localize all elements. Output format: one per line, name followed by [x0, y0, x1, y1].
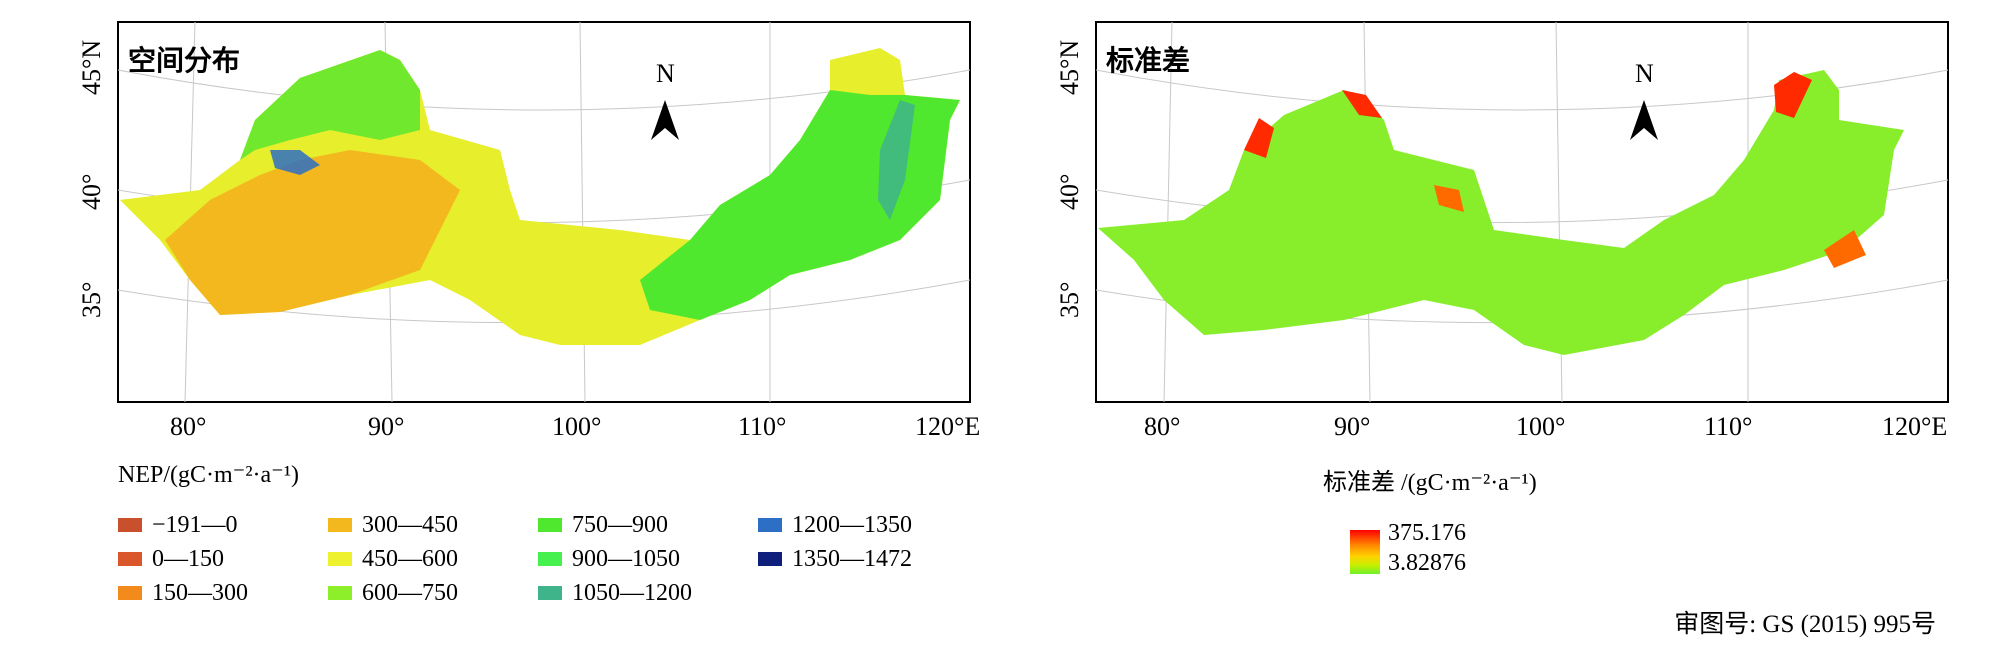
lat-label: 35°: [1055, 282, 1084, 318]
legend-item: 600—750: [328, 578, 458, 608]
legend-item: 750—900: [538, 510, 668, 540]
panel-title: 空间分布: [128, 44, 240, 77]
legend-label: 300—450: [362, 511, 458, 538]
legend-swatch: [118, 518, 142, 532]
legend-item: 1200—1350: [758, 510, 912, 540]
svg-text:N: N: [1635, 59, 1654, 88]
lon-label: 100°: [1516, 412, 1565, 440]
legend-label: 150—300: [152, 579, 248, 606]
hotspot-mid: [1434, 185, 1464, 212]
sd-map-panel: 标准差 N 45°N 40° 35° 80° 90° 100° 110° 120…: [1055, 21, 1949, 440]
map-approval-number: 审图号: GS (2015) 995号: [1674, 611, 1936, 638]
lon-label: 120°E: [915, 412, 980, 440]
lon-label: 90°: [1334, 412, 1370, 440]
lat-label: 40°: [77, 174, 106, 210]
legend-item: 1050—1200: [538, 578, 692, 608]
legend-swatch: [538, 518, 562, 532]
lon-label: 100°: [552, 412, 601, 440]
legend-label: 1350—1472: [792, 545, 912, 572]
sd-ramp-bar: [1350, 530, 1380, 574]
nep-legend: −191—0 0—150 150—300 300—450 450—600 600—750 7…: [118, 510, 1018, 620]
legend-swatch: [758, 518, 782, 532]
legend-swatch: [328, 552, 352, 566]
lon-label: 80°: [1144, 412, 1180, 440]
north-arrow: N: [651, 59, 679, 140]
legend-label: 750—900: [572, 511, 668, 538]
region-green-east: [640, 90, 960, 320]
legend-label: −191—0: [152, 511, 238, 538]
lat-label: 45°N: [1055, 40, 1084, 95]
lat-label: 40°: [1055, 174, 1084, 210]
legend-swatch: [328, 518, 352, 532]
legend-item: −191—0: [118, 510, 238, 540]
legend-item: 450—600: [328, 544, 458, 574]
region-orange: [165, 150, 460, 315]
legend-item: 0—150: [118, 544, 224, 574]
study-region-sd: [1098, 70, 1904, 355]
legend-label: 1050—1200: [572, 579, 692, 606]
svg-text:N: N: [656, 59, 675, 88]
legend-label: 1200—1350: [792, 511, 912, 538]
legend-swatch: [118, 586, 142, 600]
legend-swatch: [538, 586, 562, 600]
region-blue-east: [878, 100, 915, 220]
sd-ramp-max: 375.176: [1388, 520, 1466, 546]
legend-label: 900—1050: [572, 545, 680, 572]
hotspot-n: [1342, 90, 1382, 118]
lat-label: 35°: [77, 282, 106, 318]
legend-swatch: [538, 552, 562, 566]
hotspot-ne: [1774, 72, 1812, 118]
lon-label: 80°: [170, 412, 206, 440]
legend-label: 0—150: [152, 545, 224, 572]
lat-label: 45°N: [77, 40, 106, 95]
legend-item: 900—1050: [538, 544, 680, 574]
lon-label: 110°: [738, 412, 786, 440]
sd-legend-title: 标准差 /(gC·m⁻²·a⁻¹): [1323, 470, 1537, 496]
sd-ramp-min: 3.82876: [1388, 550, 1466, 576]
panel-title: 标准差: [1106, 44, 1190, 77]
legend-item: 150—300: [118, 578, 248, 608]
legend-label: 600—750: [362, 579, 458, 606]
hotspot-nw: [1244, 118, 1274, 158]
lon-label: 120°E: [1882, 412, 1947, 440]
lon-label: 110°: [1704, 412, 1752, 440]
legend-item: 1350—1472: [758, 544, 912, 574]
legend-swatch: [328, 586, 352, 600]
nep-legend-title: NEP/(gC·m⁻²·a⁻¹): [118, 462, 300, 488]
region-green-west: [240, 50, 420, 160]
nep-map-panel: 空间分布 N 45°N 40° 35° 80° 90° 100° 110° 12…: [77, 21, 980, 440]
hotspot-e: [1824, 230, 1866, 268]
north-arrow: N: [1630, 59, 1658, 140]
legend-swatch: [758, 552, 782, 566]
legend-label: 450—600: [362, 545, 458, 572]
legend-item: 300—450: [328, 510, 458, 540]
legend-swatch: [118, 552, 142, 566]
lon-label: 90°: [368, 412, 404, 440]
region-blue: [270, 150, 320, 175]
